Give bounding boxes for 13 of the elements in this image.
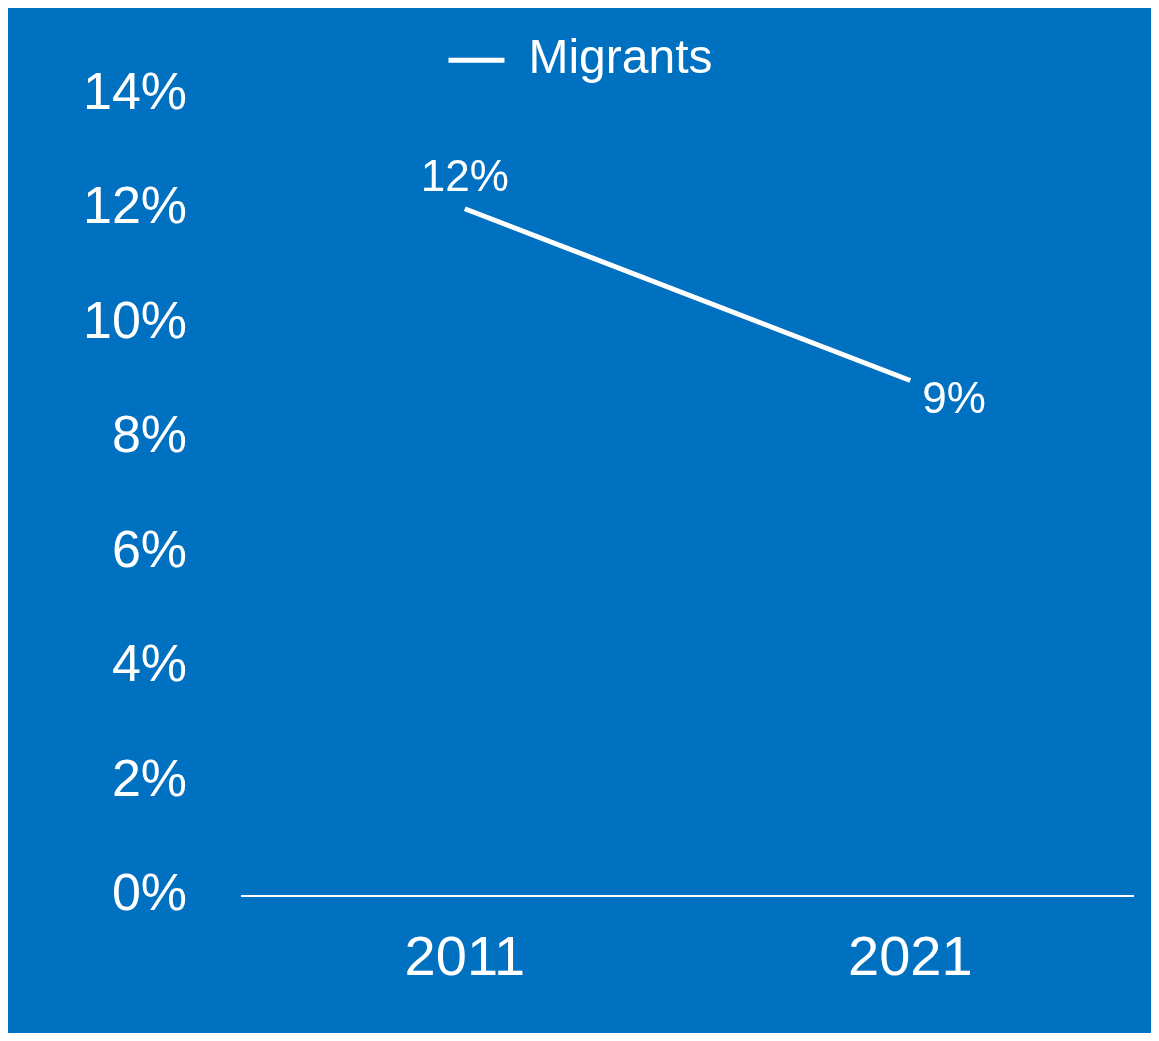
- y-tick-label: 2%: [111, 748, 188, 807]
- y-tick-label: 8%: [111, 405, 188, 464]
- y-tick-label: 14%: [83, 61, 188, 120]
- y-tick-label: 12%: [83, 176, 188, 235]
- y-tick-label: 6%: [111, 519, 188, 578]
- data-label: 9%: [922, 372, 986, 422]
- x-tick-label: 2021: [847, 923, 973, 987]
- y-tick-label: 4%: [111, 634, 188, 693]
- legend-label: Migrants: [528, 30, 713, 84]
- y-tick-label: 0%: [111, 863, 188, 922]
- y-tick-label: 10%: [83, 290, 188, 349]
- data-label: 12%: [420, 150, 509, 200]
- x-tick-label: 2011: [404, 923, 526, 987]
